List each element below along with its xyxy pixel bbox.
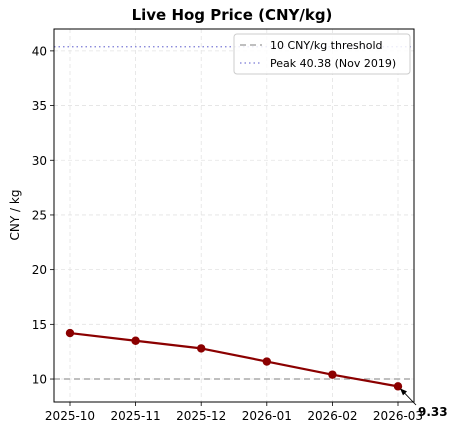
data-point (131, 336, 140, 345)
plot-frame (53, 28, 415, 403)
x-tick-label: 2025-11 (111, 409, 161, 423)
y-tick-label: 40 (32, 44, 47, 58)
legend-box (233, 33, 411, 75)
y-axis-label: CNY / kg (8, 190, 22, 241)
x-tick-label: 2026-02 (307, 409, 357, 423)
annotation-arrowhead (400, 388, 407, 396)
data-point (65, 328, 75, 338)
y-tick-label: 10 (32, 373, 47, 387)
y-tick-label: 25 (32, 208, 47, 222)
series-line (69, 331, 399, 388)
x-tick-label: 2025-12 (176, 409, 226, 423)
chart-title: Live Hog Price (CNY/kg) (132, 6, 333, 24)
y-tick-label: 30 (32, 154, 47, 168)
data-point (197, 344, 206, 353)
legend-entry: 10 CNY/kg threshold (270, 39, 382, 52)
legend-entry: Peak 40.38 (Nov 2019) (270, 57, 396, 70)
y-tick-label: 15 (32, 318, 47, 332)
x-tick-label: 2026-03 (373, 409, 423, 423)
data-point (262, 357, 271, 366)
x-tick-label: 2026-01 (242, 409, 292, 423)
data-point (328, 370, 337, 379)
x-tick-label: 2025-10 (45, 409, 95, 423)
y-tick-label: 20 (32, 263, 47, 277)
annotation-label: 9.33 (418, 405, 448, 419)
y-tick-label: 35 (32, 99, 47, 113)
